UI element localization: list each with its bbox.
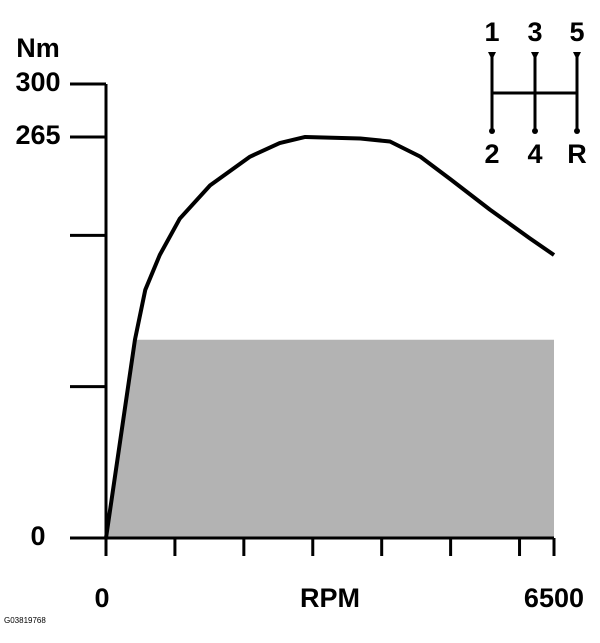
shift-end	[488, 52, 496, 60]
shift-end	[532, 128, 538, 134]
y-tick-label: 300	[15, 67, 60, 97]
gear-label: 1	[484, 17, 499, 47]
y-axis-label: Nm	[16, 33, 60, 63]
gear-label: R	[567, 139, 587, 169]
shift-pattern	[488, 52, 581, 134]
shaded-area	[106, 339, 554, 538]
gear-label: 2	[484, 139, 499, 169]
x-tick-label: 0	[94, 583, 109, 613]
shift-end	[573, 52, 581, 60]
torque-curve	[104, 134, 556, 539]
y-tick-label: 0	[30, 521, 45, 551]
footer-code: G03819768	[4, 616, 46, 625]
x-tick-label: 6500	[524, 583, 584, 613]
shift-end	[531, 52, 539, 60]
shift-end	[489, 128, 495, 134]
gear-label: 3	[527, 17, 542, 47]
x-axis-label: RPM	[300, 583, 360, 613]
gear-label: 5	[569, 17, 584, 47]
y-tick-label: 265	[15, 120, 60, 150]
shift-end	[574, 128, 580, 134]
gear-label: 4	[527, 139, 542, 169]
